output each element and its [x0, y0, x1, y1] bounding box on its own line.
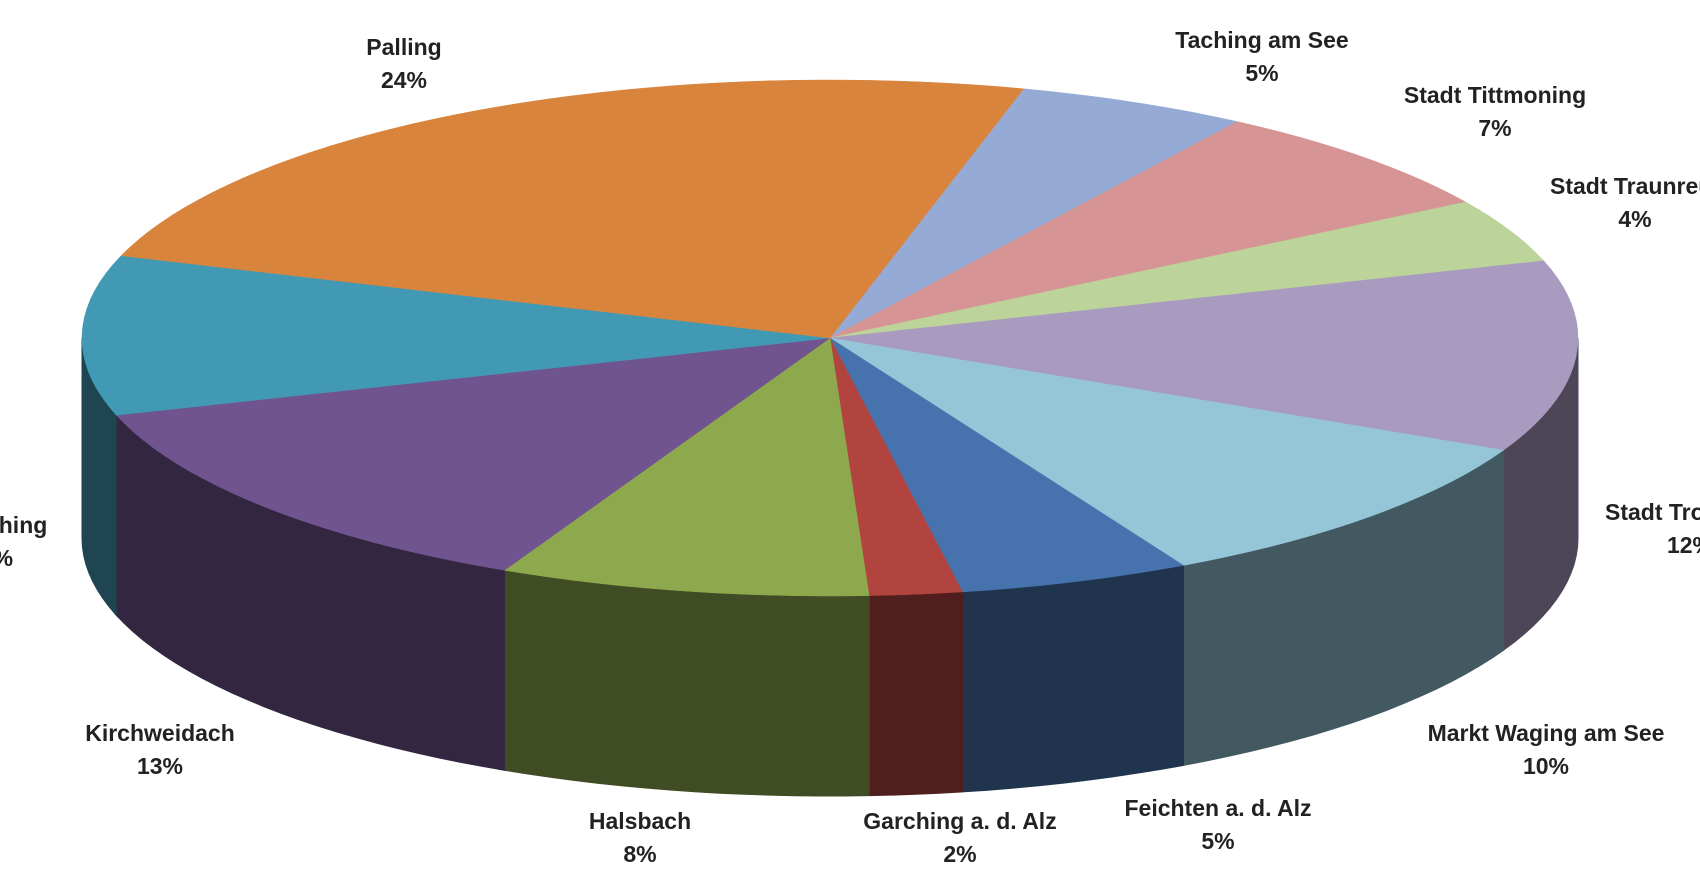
slice-value-label: 10%: [0, 545, 13, 571]
slice: [829, 88, 1239, 339]
slice-label: Taching am See: [1175, 27, 1348, 53]
slice-side: [868, 591, 963, 797]
slice: [829, 260, 1579, 451]
slice-value-label: 13%: [137, 753, 183, 779]
slice-label: Stadt Traunreut: [1550, 173, 1700, 199]
slice-label: Kirchweidach: [85, 720, 235, 746]
slice-label: Stadt Tittmoning: [1404, 82, 1586, 108]
slice-value-label: 12%: [1667, 532, 1700, 558]
slice-value-label: 24%: [381, 67, 427, 93]
slice-value-label: 2%: [943, 841, 976, 867]
slice-value-label: 5%: [1201, 828, 1234, 854]
slice-label: Halsbach: [589, 808, 691, 834]
slice-value-label: 10%: [1523, 753, 1569, 779]
slice: [829, 337, 1185, 593]
slice-value-label: 4%: [1618, 206, 1651, 232]
slice-label: Palling: [366, 34, 441, 60]
slice: [829, 121, 1467, 339]
slice: [120, 79, 1025, 339]
slice-label: Markt Waging am See: [1428, 720, 1665, 746]
slice: [503, 337, 870, 597]
slice-value-label: 8%: [623, 841, 656, 867]
slice-value-label: 5%: [1245, 60, 1278, 86]
slice-value-label: 7%: [1478, 115, 1511, 141]
slice: [81, 255, 831, 416]
slice-side: [503, 569, 870, 797]
slice: [829, 201, 1545, 339]
slice-label: Feichten a. d. Alz: [1124, 795, 1311, 821]
slice-label: Tyrlaching: [0, 512, 47, 538]
slice-label: Garching a. d. Alz: [863, 808, 1056, 834]
slice-label: Stadt Trostberg: [1605, 499, 1700, 525]
slice-side: [962, 564, 1184, 793]
slice: [829, 337, 1505, 566]
